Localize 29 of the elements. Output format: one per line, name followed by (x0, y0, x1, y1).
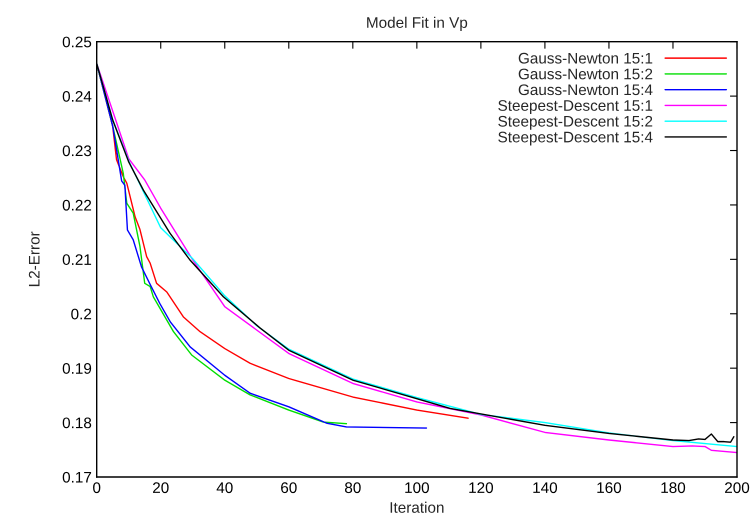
chart-title: Model Fit in Vp (367, 16, 468, 31)
x-tick-label: 140 (533, 482, 558, 494)
legend-label: Gauss-Newton 15:1 (518, 52, 652, 64)
y-tick-label: 0.22 (62, 200, 92, 211)
x-tick-label: 40 (216, 482, 233, 494)
legend-label: Steepest-Descent 15:1 (498, 100, 652, 114)
y-tick-label: 0.18 (62, 417, 92, 428)
x-tick-label: 20 (153, 482, 169, 494)
x-tick-label: 100 (405, 482, 429, 494)
legend-label: Steepest-Descent 15:4 (498, 132, 653, 146)
x-tick-label: 60 (281, 482, 297, 494)
x-axis-title: Iteration (390, 502, 444, 513)
y-tick-label: 0.2 (71, 308, 92, 320)
x-tick-label: 200 (725, 482, 750, 494)
y-tick-label: 0.23 (62, 145, 92, 156)
y-tick-label: 0.19 (62, 363, 92, 374)
y-tick-label: 0.25 (62, 36, 92, 48)
y-tick-label: 0.24 (62, 90, 92, 102)
x-tick-label: 80 (344, 482, 361, 494)
x-tick-label: 160 (597, 482, 622, 494)
legend-label: Gauss-Newton 15:2 (518, 68, 652, 80)
x-tick-label: 180 (661, 482, 686, 494)
y-axis-title: L2-Error (28, 232, 40, 286)
legend-label: Gauss-Newton 15:4 (518, 84, 653, 96)
x-tick-label: 120 (469, 482, 494, 494)
y-tick-label: 0.21 (62, 254, 92, 266)
legend-label: Steepest-Descent 15:2 (498, 116, 652, 130)
x-tick-label: 0 (93, 482, 100, 494)
y-tick-label: 0.17 (62, 472, 92, 483)
